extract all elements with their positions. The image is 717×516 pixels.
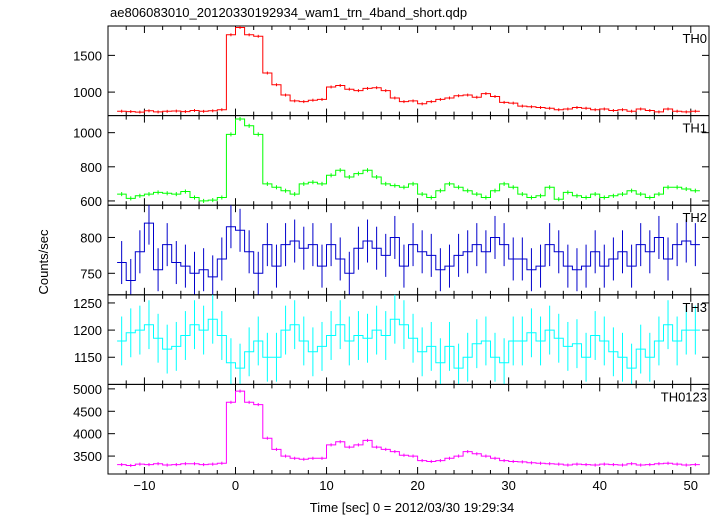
y-tick-label: 4000 [73, 427, 102, 442]
y-tick-label: 4500 [73, 404, 102, 419]
series-line [117, 27, 700, 113]
series-line [117, 390, 700, 466]
panel-label: TH1 [682, 121, 707, 136]
x-tick-label: 20 [410, 478, 424, 493]
y-tick-label: 1250 [73, 296, 102, 311]
y-tick-label: 1150 [74, 350, 102, 365]
y-tick-label: 1500 [73, 48, 102, 63]
panel-th0123: 3500 4000 4500 5000 TH0123 [73, 382, 710, 475]
y-tick-label: 1000 [73, 85, 102, 100]
x-tick-label: 10 [319, 478, 333, 493]
panel-frame [107, 294, 710, 385]
y-tick-label: 1000 [73, 126, 102, 141]
panel-frame [107, 115, 710, 206]
y-tick-label: 800 [80, 230, 102, 245]
x-tick-label: 0 [232, 478, 239, 493]
series-line [117, 318, 700, 369]
panel-label: TH0 [682, 31, 707, 46]
panel-th2: 750 800 TH2 [80, 204, 710, 296]
panel-th1: 600 800 1000 TH1 [73, 115, 710, 209]
x-tick-label: 30 [501, 478, 515, 493]
y-tick-label: 750 [80, 266, 102, 281]
x-axis-label: Time [sec] 0 = 2012/03/30 19:29:34 [310, 500, 514, 515]
panels: 1000 1500 TH0 600 800 1000 TH1 750 800 TH2 1150 120… [73, 25, 710, 493]
panel-frame [107, 383, 710, 475]
panel-label: TH3 [682, 300, 707, 315]
series-line [117, 118, 700, 202]
panel-label: TH0123 [661, 389, 707, 404]
y-axis-label: Counts/sec [36, 229, 51, 295]
y-tick-label: 600 [80, 194, 102, 209]
chart-title: ae806083010_20120330192934_wam1_trn_4ban… [110, 5, 467, 20]
y-tick-label: 5000 [73, 382, 102, 397]
panel-th0: 1000 1500 TH0 [73, 25, 710, 117]
panel-label: TH2 [682, 210, 707, 225]
panel-th3: 1150 1200 1250 TH3 [73, 294, 710, 385]
y-tick-label: 1200 [73, 323, 102, 338]
series-line [117, 222, 700, 281]
x-tick-label: −10 [133, 478, 155, 493]
x-tick-label: 40 [592, 478, 606, 493]
y-tick-label: 3500 [73, 449, 102, 464]
x-tick-label: 50 [684, 478, 698, 493]
y-tick-label: 800 [80, 160, 102, 175]
panel-frame [107, 25, 710, 117]
